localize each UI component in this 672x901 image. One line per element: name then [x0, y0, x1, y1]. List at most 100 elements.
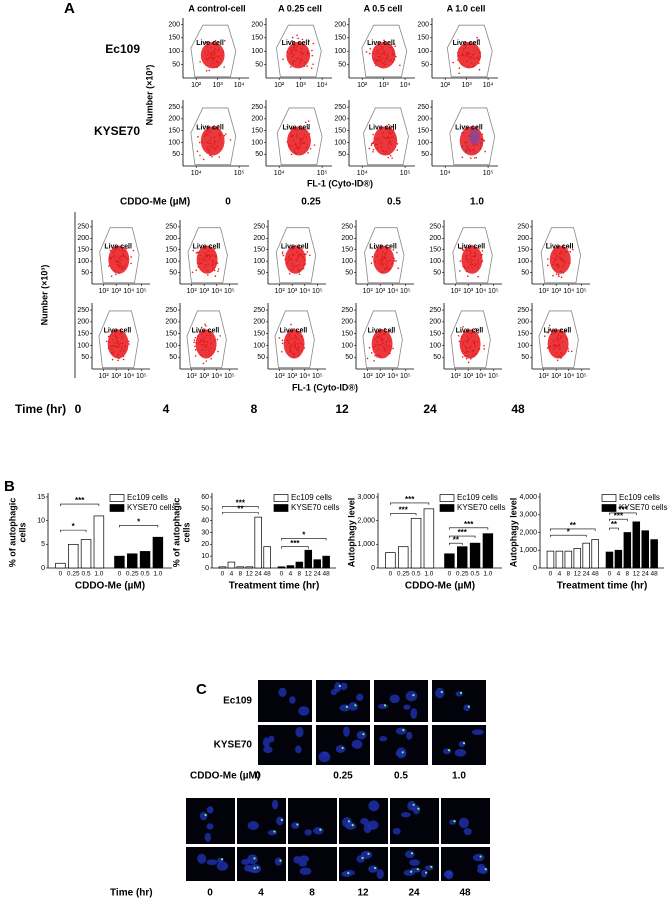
nucleus	[368, 865, 379, 873]
autophagosome	[467, 705, 470, 708]
event-dot	[132, 249, 135, 252]
nucleus	[376, 869, 384, 879]
y-tick-label: 200	[429, 319, 441, 326]
event-dot	[209, 343, 212, 345]
event-dot	[466, 43, 469, 46]
event-dot	[293, 265, 296, 268]
x-tick-label: 0	[549, 571, 553, 578]
event-dot	[471, 350, 474, 353]
event-dot	[375, 138, 377, 140]
event-dot	[122, 255, 125, 257]
event-dot	[368, 346, 371, 349]
event-dot	[195, 269, 198, 272]
nucleus	[367, 820, 379, 830]
event-dot	[461, 248, 464, 251]
event-dot	[297, 255, 300, 257]
y-tick-label: 250	[417, 104, 429, 111]
event-dot	[114, 269, 116, 272]
event-dot	[296, 34, 298, 37]
event-dot	[301, 53, 303, 56]
event-dot	[307, 152, 309, 154]
event-dot	[312, 63, 314, 66]
event-dot	[293, 341, 296, 343]
significance-bracket	[550, 534, 587, 538]
legend-label: Ec109 cells	[457, 493, 498, 502]
event-dot	[206, 341, 209, 344]
x-tick-label: 10³	[287, 373, 298, 380]
autophagosome	[373, 866, 377, 870]
x-tick-label: 10⁵	[576, 288, 587, 295]
event-dot	[212, 58, 215, 61]
bar	[93, 515, 105, 569]
event-dot	[391, 125, 394, 128]
significance-bracket	[609, 527, 619, 531]
y-tick-label: 150	[517, 330, 529, 337]
event-dot	[471, 349, 473, 352]
event-dot	[116, 336, 119, 339]
event-dot	[218, 133, 221, 136]
legend-swatch	[439, 494, 455, 502]
event-dot	[475, 156, 478, 159]
bar	[444, 553, 455, 569]
event-dot	[217, 270, 219, 272]
y-tick-label: 150	[429, 330, 441, 337]
event-dot	[206, 125, 209, 128]
event-dot	[112, 329, 114, 331]
y-tick-label: 150	[341, 330, 353, 337]
x-tick-label: 8	[567, 571, 571, 578]
event-dot	[307, 53, 309, 55]
x-tick-label: 4	[289, 571, 293, 578]
x-tick-label: 24	[642, 571, 650, 578]
event-dot	[463, 132, 465, 135]
column-title: A control-cell	[188, 3, 245, 13]
event-dot	[289, 52, 292, 55]
event-dot	[471, 259, 474, 262]
dose-label: CDDO-Me (µM)	[190, 771, 260, 782]
event-dot	[117, 246, 120, 249]
event-dot	[469, 157, 472, 159]
event-dot	[381, 49, 384, 51]
event-dot	[480, 254, 482, 256]
autophagosome	[221, 858, 224, 861]
event-dot	[210, 52, 212, 54]
event-dot	[481, 260, 484, 263]
significance-label: **	[611, 520, 618, 529]
event-dot	[384, 41, 386, 44]
event-dot	[204, 345, 207, 348]
event-dot	[113, 247, 116, 250]
event-dot	[386, 55, 389, 57]
event-dot	[313, 144, 316, 146]
event-dot	[477, 275, 479, 278]
nucleus	[206, 806, 214, 814]
event-dot	[465, 41, 467, 44]
event-dot	[217, 50, 219, 52]
event-dot	[111, 348, 113, 350]
event-dot	[466, 355, 469, 357]
event-dot	[378, 335, 381, 337]
x-tick-label: 48	[323, 571, 331, 578]
event-dot	[392, 129, 395, 131]
x-tick-label: 0.25	[456, 571, 469, 578]
event-dot	[380, 344, 383, 346]
event-dot	[297, 346, 300, 349]
bar	[245, 566, 254, 569]
cell-cloud	[200, 42, 225, 69]
x-tick-label: 10³	[199, 373, 210, 380]
y-tick-label: 60	[201, 494, 209, 501]
y-tick-label: 50	[421, 61, 429, 68]
y-tick-label: 50	[345, 269, 353, 276]
row-label: KYSE70	[94, 124, 140, 138]
event-dot	[115, 328, 118, 331]
event-dot	[299, 51, 302, 53]
nucleus	[199, 811, 208, 821]
event-dot	[559, 348, 561, 350]
event-dot	[193, 339, 196, 341]
event-dot	[213, 266, 215, 269]
y-tick-label: 200	[165, 235, 177, 242]
y-tick-label: 50	[169, 354, 177, 361]
event-dot	[560, 357, 562, 359]
event-dot	[300, 349, 303, 352]
event-dot	[300, 335, 303, 338]
event-dot	[460, 63, 463, 65]
event-dot	[213, 147, 216, 150]
